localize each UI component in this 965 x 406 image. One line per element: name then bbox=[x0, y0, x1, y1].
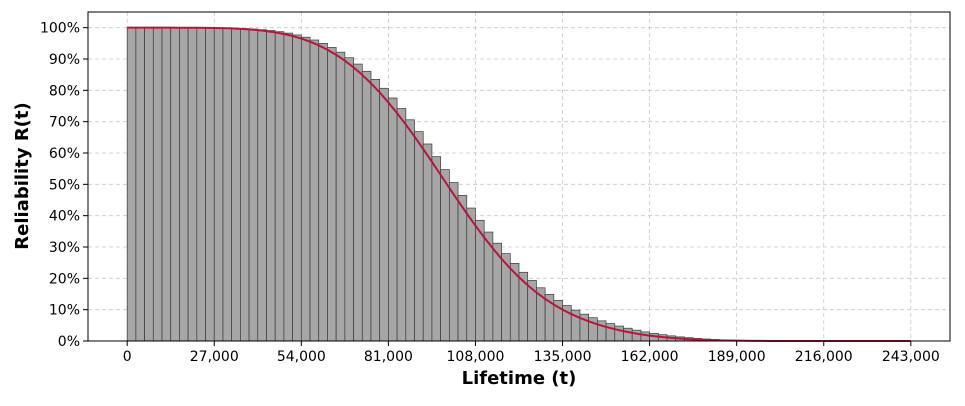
y-tick-label: 0% bbox=[58, 334, 80, 350]
histogram-bars bbox=[126, 27, 816, 342]
histogram-bar bbox=[422, 143, 433, 342]
y-axis: 0% 10% 20% 30% 40% 50% 60% 70% 80% 90% 100% bbox=[40, 21, 88, 350]
histogram-bar bbox=[379, 87, 389, 342]
y-tick-label: 80% bbox=[49, 83, 80, 99]
histogram-bar bbox=[170, 27, 180, 342]
y-tick-label: 30% bbox=[49, 240, 80, 256]
histogram-bar bbox=[257, 29, 267, 342]
histogram-bar bbox=[300, 36, 311, 342]
histogram-bar bbox=[274, 31, 285, 342]
x-tick-label: 243,000 bbox=[882, 349, 940, 365]
histogram-bar bbox=[327, 47, 337, 342]
x-tick-label: 216,000 bbox=[795, 349, 853, 365]
histogram-bar bbox=[335, 51, 346, 342]
histogram-bar bbox=[179, 27, 189, 342]
y-tick-label: 10% bbox=[49, 303, 80, 319]
histogram-bar bbox=[135, 27, 145, 342]
histogram-bar bbox=[370, 79, 381, 342]
histogram-bar bbox=[318, 43, 328, 342]
histogram-bar bbox=[344, 57, 354, 342]
histogram-bar bbox=[161, 27, 172, 342]
histogram-bar bbox=[152, 27, 163, 342]
histogram-bar bbox=[248, 28, 259, 342]
y-tick-label: 60% bbox=[49, 146, 80, 162]
histogram-bar bbox=[144, 27, 154, 342]
histogram-bar bbox=[431, 156, 441, 342]
histogram-bar bbox=[440, 169, 450, 342]
histogram-bar bbox=[396, 108, 407, 342]
y-tick-label: 20% bbox=[49, 271, 80, 287]
y-tick-label: 90% bbox=[49, 52, 80, 68]
x-tick-label: 27,000 bbox=[190, 349, 239, 365]
histogram-bar bbox=[631, 329, 642, 342]
histogram-bar bbox=[205, 27, 215, 342]
histogram-bar bbox=[353, 63, 363, 342]
x-tick-label: 108,000 bbox=[447, 349, 505, 365]
y-tick-label: 50% bbox=[49, 177, 80, 193]
y-tick-label: 70% bbox=[49, 115, 80, 131]
x-tick-label: 135,000 bbox=[534, 349, 592, 365]
histogram-bar bbox=[640, 331, 650, 342]
x-axis-title: Lifetime (t) bbox=[462, 368, 577, 389]
y-axis-title: Reliability R(t) bbox=[12, 102, 33, 249]
histogram-bar bbox=[388, 97, 398, 342]
histogram-bar bbox=[361, 70, 372, 342]
x-axis: 0 27,000 54,000 81,000 108,000 135,000 162,000… bbox=[123, 341, 940, 365]
histogram-bar bbox=[240, 28, 250, 342]
histogram-bar bbox=[623, 327, 633, 342]
histogram-bar bbox=[309, 39, 320, 342]
histogram-bar bbox=[126, 27, 137, 342]
histogram-bar bbox=[466, 207, 476, 342]
y-tick-label: 100% bbox=[40, 21, 80, 37]
histogram-bar bbox=[213, 27, 224, 342]
histogram-bar bbox=[448, 182, 459, 342]
histogram-bar bbox=[222, 27, 233, 342]
histogram-bar bbox=[196, 27, 206, 342]
histogram-bar bbox=[414, 131, 424, 342]
x-tick-label: 189,000 bbox=[708, 349, 766, 365]
histogram-bar bbox=[187, 27, 198, 342]
histogram-bar bbox=[405, 119, 415, 342]
histogram-bar bbox=[283, 32, 293, 342]
plot-frame bbox=[87, 11, 951, 342]
histogram-bar bbox=[231, 27, 241, 342]
histogram-bar bbox=[475, 219, 485, 342]
x-tick-label: 54,000 bbox=[277, 349, 326, 365]
histogram-bar bbox=[266, 30, 276, 342]
x-tick-label: 0 bbox=[123, 349, 132, 365]
histogram-bar bbox=[292, 34, 302, 342]
histogram-bar bbox=[605, 323, 616, 342]
x-tick-label: 162,000 bbox=[621, 349, 679, 365]
y-tick-label: 40% bbox=[49, 209, 80, 225]
histogram-bar bbox=[457, 195, 468, 342]
x-tick-label: 81,000 bbox=[364, 349, 413, 365]
histogram-bar bbox=[614, 325, 624, 342]
